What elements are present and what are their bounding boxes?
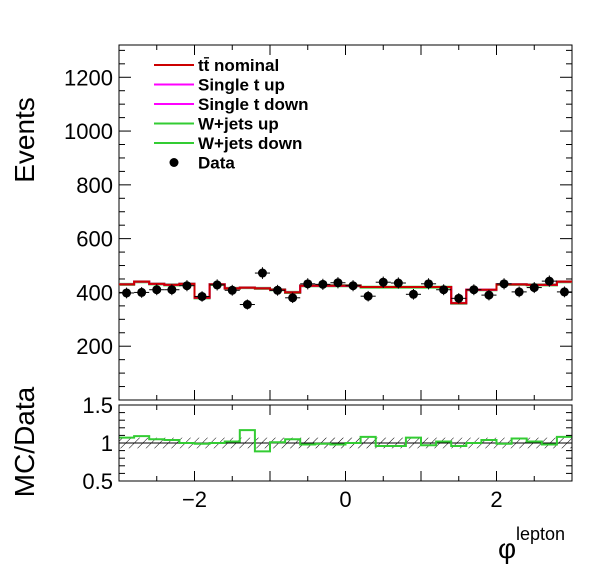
data-point: [182, 281, 191, 290]
data-point: [545, 277, 554, 286]
y-tick-label: 1200: [64, 65, 113, 90]
data-point: [333, 278, 342, 287]
ratio-y-tick-label: 1: [101, 431, 113, 456]
data-point: [213, 280, 222, 289]
data-point: [394, 279, 403, 288]
ratio-y-axis-title: MC/Data: [9, 386, 40, 497]
data-point: [560, 287, 569, 296]
data-point: [152, 285, 161, 294]
y-tick-label: 600: [76, 227, 113, 252]
data-point: [122, 288, 131, 297]
data-point: [500, 279, 509, 288]
data-point: [273, 286, 282, 295]
data-point: [454, 294, 463, 303]
legend-marker-data: [170, 158, 179, 167]
data-point: [303, 279, 312, 288]
data-point: [409, 290, 418, 299]
y-axis-title: Events: [9, 97, 40, 183]
x-axis-title-symbol: φ: [498, 533, 516, 564]
ratio-y-tick-label: 0.5: [82, 469, 113, 494]
data-point: [258, 269, 267, 278]
data-point: [349, 281, 358, 290]
data-point: [469, 285, 478, 294]
data-point: [424, 279, 433, 288]
data-point: [198, 292, 207, 301]
ratio-y-tick-label: 1.5: [82, 393, 113, 418]
data-point: [530, 283, 539, 292]
data-point: [364, 292, 373, 301]
data-point: [228, 286, 237, 295]
data-point: [379, 278, 388, 287]
y-tick-label: 200: [76, 334, 113, 359]
legend-label-3: W+jets up: [198, 115, 279, 134]
data-point: [137, 288, 146, 297]
main-panel: 200 400 600 800 1000 1200: [64, 45, 572, 400]
ratio-panel: 0.5 1 1.5 −2 0 2: [82, 393, 572, 512]
data-point: [167, 285, 176, 294]
x-tick-label: 0: [339, 487, 351, 512]
main-frame: [119, 45, 572, 400]
y-tick-label: 800: [76, 173, 113, 198]
data-point: [439, 285, 448, 294]
data-point: [484, 291, 493, 300]
x-tick-label: −2: [182, 487, 207, 512]
legend-label-4: W+jets down: [198, 134, 302, 153]
data-point: [288, 293, 297, 302]
y-tick-label: 400: [76, 280, 113, 305]
data-point: [515, 287, 524, 296]
x-axis-title-superscript: lepton: [516, 524, 565, 544]
legend-label-5: Data: [198, 154, 235, 173]
legend-label-2: Single t down: [198, 95, 309, 114]
x-tick-label: 2: [490, 487, 502, 512]
legend-label-0: tt̄ nominal: [198, 56, 279, 75]
data-point: [318, 280, 327, 289]
data-point: [243, 300, 252, 309]
y-tick-label: 1000: [64, 119, 113, 144]
legend-label-1: Single t up: [198, 76, 285, 95]
x-axis-title: φ lepton: [498, 524, 565, 564]
